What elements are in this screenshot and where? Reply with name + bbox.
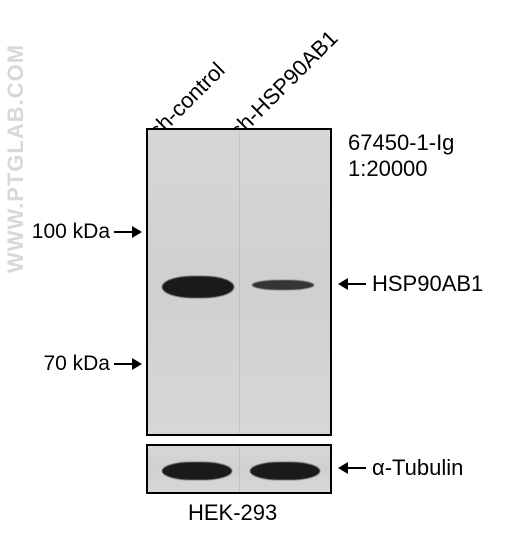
blot-loading-control	[146, 444, 332, 494]
band-tubulin-knockdown	[250, 462, 320, 480]
arrow-icon	[340, 467, 366, 469]
band-hsp90-knockdown	[252, 280, 314, 290]
lane-label-knockdown: sh-HSP90AB1	[225, 25, 344, 144]
antibody-catalog: 67450-1-Ig	[348, 130, 454, 156]
blot-main	[146, 128, 332, 436]
mw-marker-70: 70 kDa	[18, 352, 110, 376]
band-hsp90-control	[162, 276, 234, 298]
band-label-hsp90: HSP90AB1	[372, 271, 483, 297]
band-label-tubulin: α-Tubulin	[372, 455, 463, 481]
cell-line-label: HEK-293	[188, 500, 277, 526]
lane-divider	[239, 446, 240, 492]
band-tubulin-control	[162, 462, 232, 480]
antibody-dilution: 1:20000	[348, 156, 428, 182]
mw-marker-100: 100 kDa	[18, 220, 110, 244]
arrow-icon	[114, 231, 140, 233]
lane-divider	[239, 130, 240, 434]
figure-container: WWW.PTGLAB.COM sh-control sh-HSP90AB1 67…	[0, 0, 520, 545]
arrow-icon	[340, 283, 366, 285]
arrow-icon	[114, 363, 140, 365]
